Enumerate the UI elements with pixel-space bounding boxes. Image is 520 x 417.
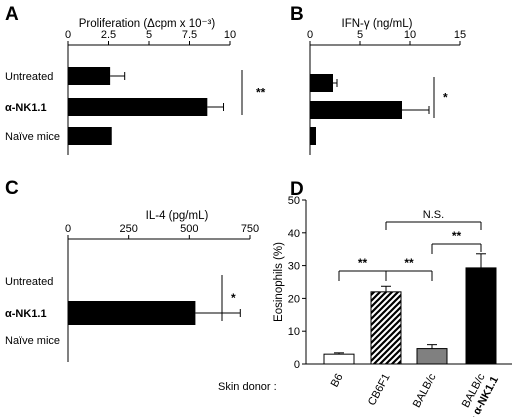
bar: [310, 74, 333, 92]
category-label: BALB/c+ α-NK1.1: [455, 368, 501, 417]
panel-c: C IL-4 (pg/mL) 0 250 500 750 Untreated α-NK1.1 N…: [5, 178, 259, 362]
category-label: Untreated: [5, 71, 53, 83]
panel-d: D Eosinophils (%) 0 10 20 30 40 50 B6 CB6F1 BALB/c…: [218, 179, 512, 417]
significance-label: **: [256, 86, 266, 100]
panel-b: B IFN-γ (ng/mL) 0 5 10 15 *: [290, 4, 466, 155]
axis-title: Proliferation (Δcpm x 10⁻³): [79, 18, 216, 30]
category-label: α-NK1.1: [5, 102, 47, 114]
bar: [323, 353, 355, 365]
x-tick-label: 7.5: [182, 29, 197, 41]
bar: [416, 348, 448, 365]
significance-label: N.S.: [423, 209, 444, 221]
x-tick-label: 0: [65, 29, 71, 41]
bar: [68, 301, 196, 325]
bar: [310, 101, 402, 119]
x-axis-title: Skin donor :: [218, 381, 277, 393]
panel-letter: D: [290, 179, 304, 200]
y-tick-label: 10: [288, 326, 300, 338]
significance-label: **: [358, 256, 368, 270]
significance-label: *: [443, 91, 448, 105]
category-label: Untreated: [5, 276, 53, 288]
category-label: α-NK1.1: [5, 308, 47, 320]
x-tick-label: 0: [307, 29, 313, 41]
bar: [68, 127, 112, 145]
x-tick-label: 10: [224, 29, 236, 41]
panel-letter: C: [5, 178, 19, 199]
y-tick-label: 20: [288, 293, 300, 305]
bar: [370, 291, 402, 365]
bar: [68, 98, 208, 116]
x-tick-label: 0: [65, 223, 71, 235]
bar: [310, 127, 316, 145]
category-label: B6: [329, 372, 346, 390]
category-label: Naïve mice: [5, 131, 60, 143]
axis-title: IFN-γ (ng/mL): [342, 18, 413, 30]
axis-title: IL-4 (pg/mL): [146, 210, 209, 222]
x-tick-label: 5: [357, 29, 363, 41]
x-tick-label: 500: [180, 223, 198, 235]
x-tick-label: 15: [454, 29, 466, 41]
y-tick-label: 0: [294, 359, 300, 371]
y-tick-label: 30: [288, 261, 300, 273]
x-tick-label: 750: [241, 223, 259, 235]
x-tick-label: 250: [119, 223, 137, 235]
x-tick-label: 2.5: [101, 29, 116, 41]
significance-label: *: [231, 291, 236, 305]
panel-letter: B: [290, 4, 304, 25]
y-axis-title: Eosinophils (%): [273, 242, 285, 322]
bar: [465, 267, 497, 365]
panel-letter: A: [5, 4, 19, 25]
y-tick-label: 50: [288, 195, 300, 207]
significance-label: **: [452, 229, 462, 243]
category-label: Naïve mice: [5, 335, 60, 347]
category-label: CB6F1: [366, 372, 393, 408]
panel-a: A Proliferation (Δcpm x 10⁻³) 0 2.5 5 7.5 10 Un…: [5, 4, 266, 155]
significance-label: **: [404, 256, 414, 270]
x-tick-label: 5: [146, 29, 152, 41]
y-tick-label: 40: [288, 228, 300, 240]
x-tick-label: 10: [404, 29, 416, 41]
bar: [68, 67, 111, 85]
category-label: BALB/c: [411, 371, 439, 409]
